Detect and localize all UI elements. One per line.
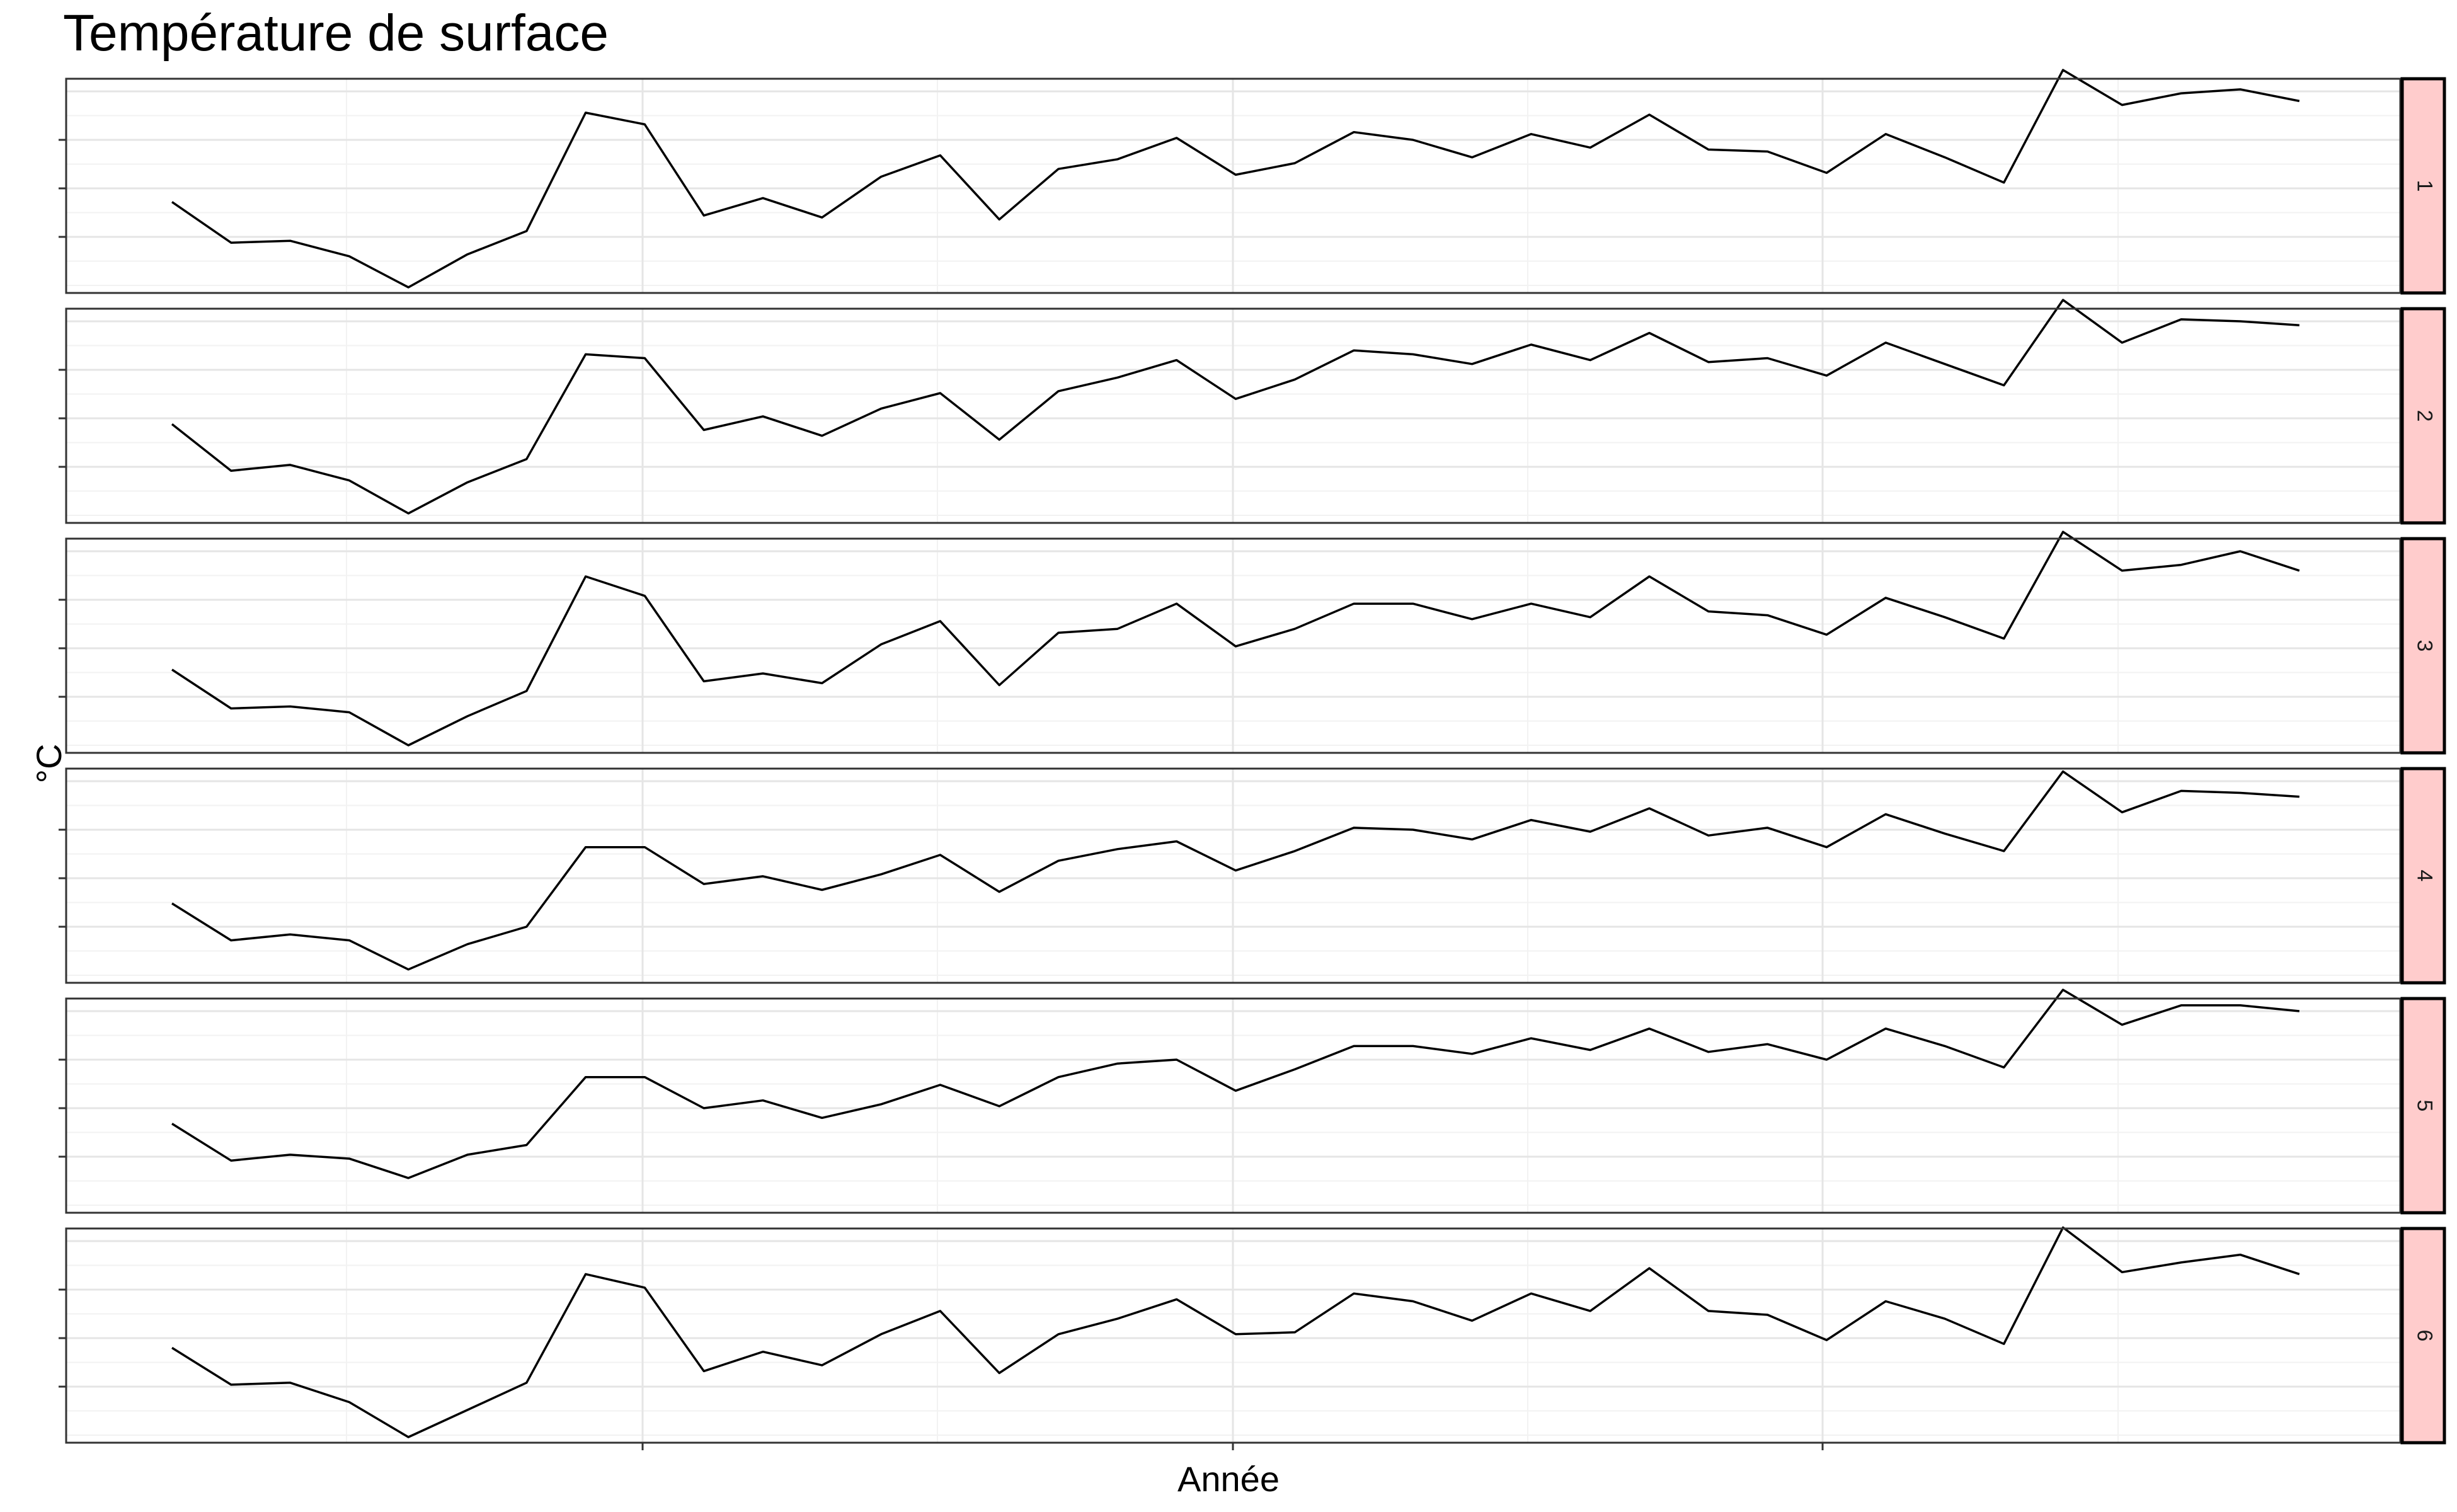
- facet-strip-label: 1: [2413, 180, 2437, 192]
- facet-panel-2: 2: [59, 300, 2444, 523]
- facet-strip-label: 2: [2413, 410, 2437, 422]
- facet-strip-label: 4: [2413, 870, 2437, 882]
- series-line-4: [172, 772, 2300, 970]
- facet-panel-1: 1: [59, 70, 2444, 293]
- facet-strip-label: 5: [2413, 1100, 2437, 1112]
- series-line-3: [172, 532, 2300, 745]
- series-line-1: [172, 70, 2300, 287]
- series-line-2: [172, 300, 2300, 513]
- series-line-6: [172, 1227, 2300, 1437]
- facet-strip-label: 6: [2413, 1330, 2437, 1342]
- facet-panel-3: 3: [59, 532, 2444, 753]
- facet-panel-6: 6: [59, 1227, 2444, 1443]
- facet-panel-5: 5: [59, 990, 2444, 1213]
- facet-strip-label: 3: [2413, 640, 2437, 652]
- facet-panel-4: 4: [59, 769, 2444, 983]
